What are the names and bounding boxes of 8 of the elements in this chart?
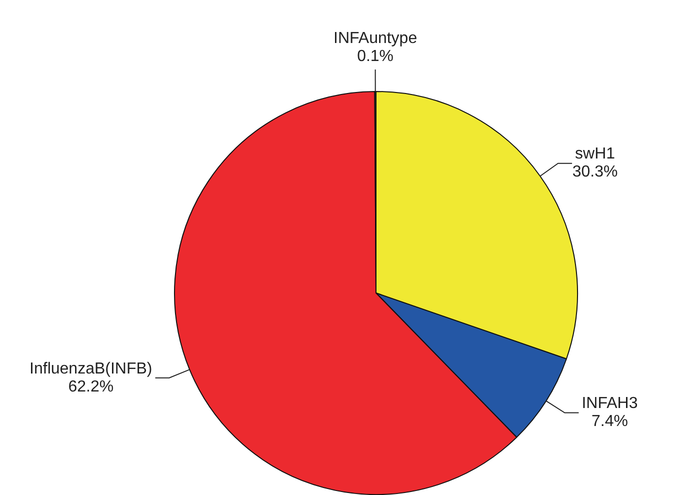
data-label: 62.2% xyxy=(68,378,114,396)
data-label: 30.3% xyxy=(572,164,618,181)
slice-label: INFAuntype xyxy=(333,30,418,47)
data-label: 7.4% xyxy=(591,413,628,430)
slice-label: InfluenzaB(INFB) xyxy=(30,360,152,378)
slice-label: swH1 xyxy=(575,146,616,163)
data-label: 0.1% xyxy=(357,48,394,65)
slice-label: INFAH3 xyxy=(582,395,638,412)
